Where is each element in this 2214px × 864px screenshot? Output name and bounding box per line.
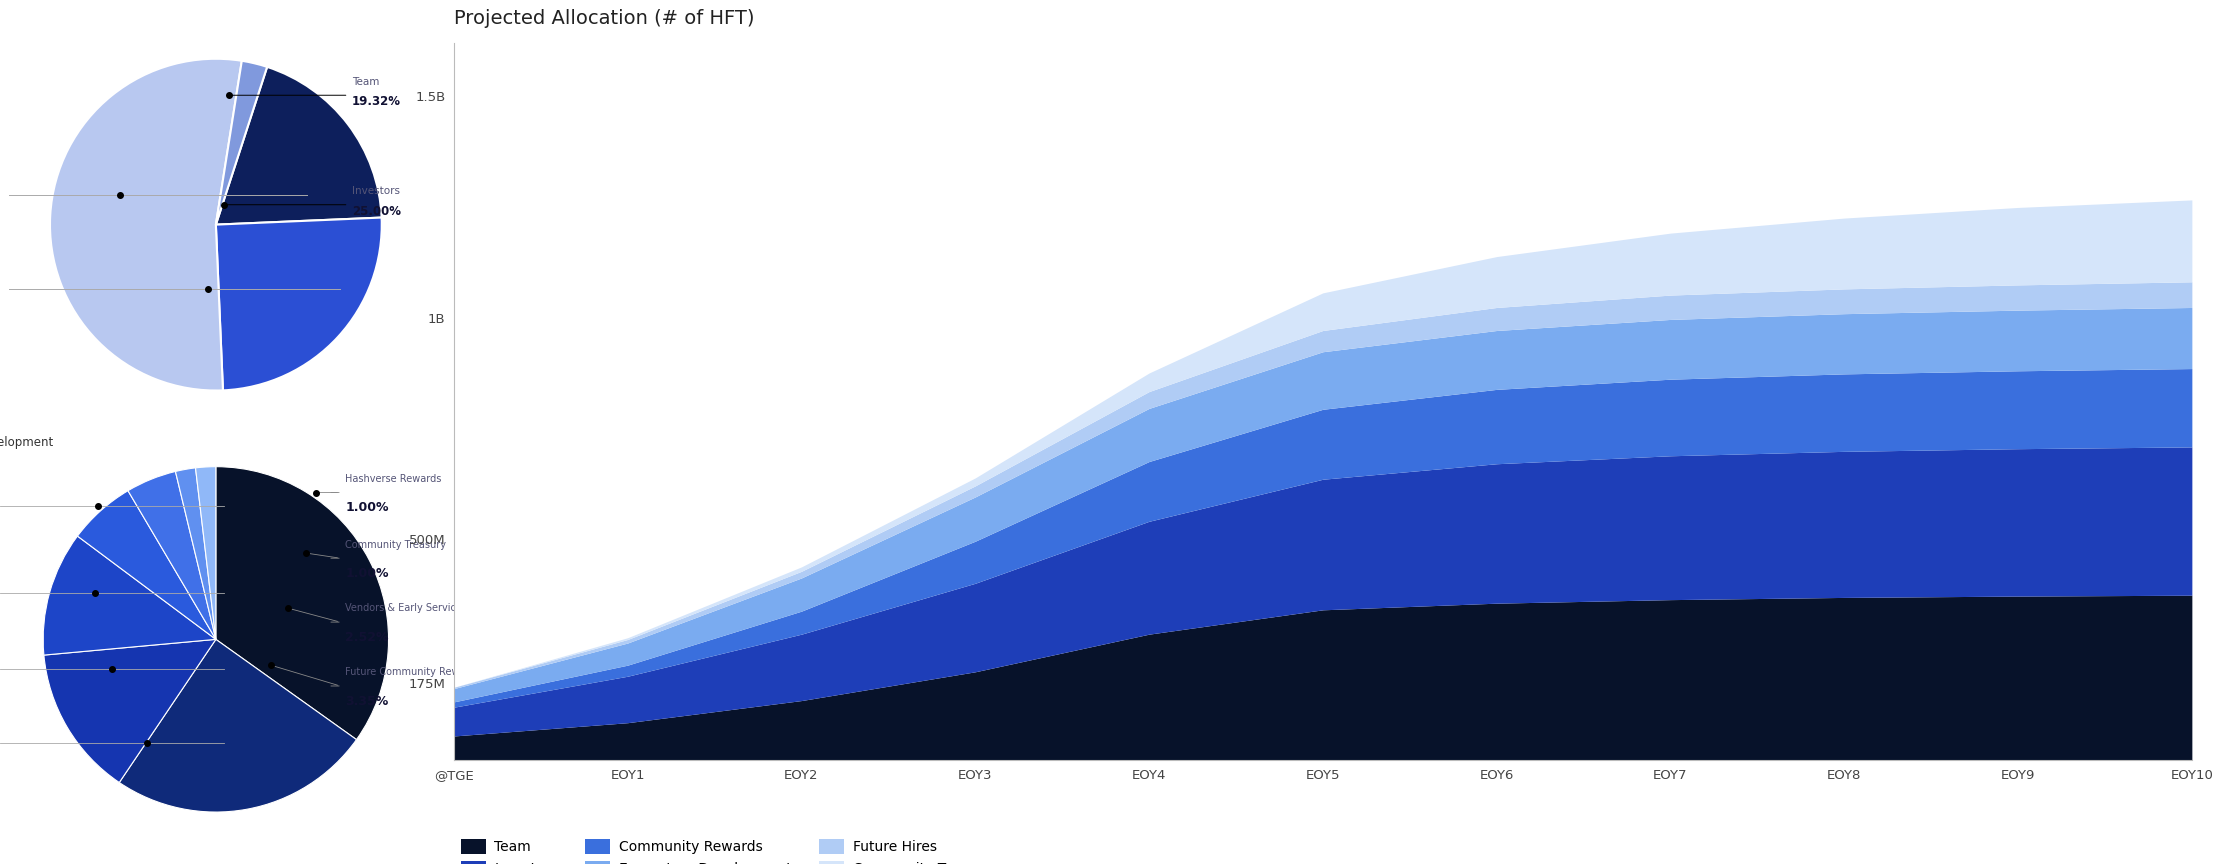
Wedge shape xyxy=(44,639,217,783)
Wedge shape xyxy=(217,67,381,225)
Legend: Team, Investors, Community Rewards, Ecosystem Development, Future Hires, Communi: Team, Investors, Community Rewards, Ecos… xyxy=(461,839,996,864)
Wedge shape xyxy=(217,218,381,391)
Text: Community Treasury: Community Treasury xyxy=(345,539,447,550)
Wedge shape xyxy=(128,472,217,639)
Text: Investors: Investors xyxy=(352,187,401,196)
Wedge shape xyxy=(77,491,217,639)
Wedge shape xyxy=(195,467,217,639)
Wedge shape xyxy=(51,59,241,391)
Text: 19.32%: 19.32% xyxy=(352,95,401,108)
Text: Vendors & Early Service Providers: Vendors & Early Service Providers xyxy=(345,603,511,613)
Wedge shape xyxy=(215,467,387,740)
Text: HFT Allocation - Ecosystem Development: HFT Allocation - Ecosystem Development xyxy=(0,435,53,448)
Text: Hashverse Rewards: Hashverse Rewards xyxy=(345,474,443,484)
Text: Future Community Rewards: Future Community Rewards xyxy=(345,667,480,677)
Text: 2.52%: 2.52% xyxy=(345,631,390,644)
Text: 1.00%: 1.00% xyxy=(345,567,390,580)
Text: 1.00%: 1.00% xyxy=(345,501,390,514)
Wedge shape xyxy=(120,639,356,812)
Text: Projected Allocation (# of HFT): Projected Allocation (# of HFT) xyxy=(454,9,755,28)
Wedge shape xyxy=(217,60,268,225)
Text: 25.00%: 25.00% xyxy=(352,205,401,218)
Wedge shape xyxy=(175,468,217,639)
Text: Team: Team xyxy=(352,77,379,87)
Text: 3.35%: 3.35% xyxy=(345,695,390,708)
Wedge shape xyxy=(44,536,217,655)
